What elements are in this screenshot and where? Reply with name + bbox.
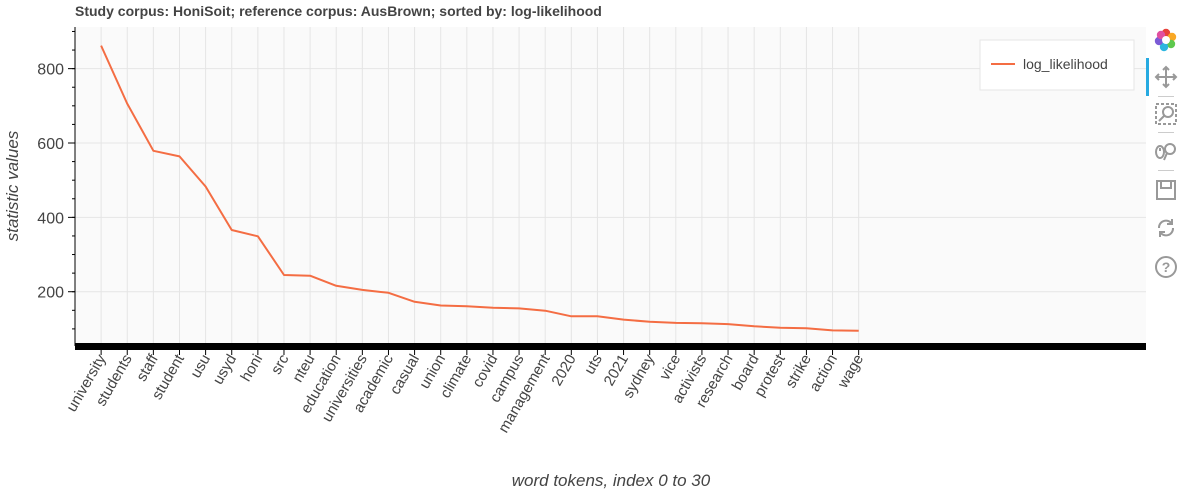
toolbar-separator bbox=[1158, 132, 1174, 133]
axes bbox=[68, 27, 1146, 355]
active-tool-indicator bbox=[1146, 58, 1149, 96]
y-tick-label: 800 bbox=[37, 62, 64, 79]
x-tick-label: src bbox=[268, 351, 293, 377]
x-tick-label: wage bbox=[834, 352, 867, 392]
pan-icon[interactable] bbox=[1152, 63, 1180, 91]
plot-background bbox=[75, 27, 1146, 346]
x-axis-label: word tokens, index 0 to 30 bbox=[512, 471, 711, 490]
bokeh-logo-icon[interactable] bbox=[1152, 26, 1180, 54]
x-tick-label: usyd bbox=[210, 352, 241, 388]
series-line-log_likelihood bbox=[100, 45, 859, 332]
box-zoom-icon[interactable] bbox=[1152, 100, 1180, 128]
toolbar: ? bbox=[1146, 24, 1184, 294]
y-tick-label: 600 bbox=[37, 136, 64, 153]
svg-text:?: ? bbox=[1162, 259, 1171, 275]
y-tick-label: 200 bbox=[37, 285, 64, 302]
x-tick-label: action bbox=[806, 352, 841, 395]
toolbar-separator bbox=[1158, 96, 1174, 97]
y-axis-label: statistic values bbox=[3, 130, 22, 241]
wheel-zoom-icon[interactable] bbox=[1152, 137, 1180, 165]
help-icon[interactable]: ? bbox=[1152, 253, 1180, 281]
chart-title: Study corpus: HoniSoit; reference corpus… bbox=[75, 3, 602, 19]
series-lines bbox=[100, 45, 859, 332]
toolbar-separator bbox=[1158, 170, 1174, 171]
reset-icon[interactable] bbox=[1152, 214, 1180, 242]
legend-label: log_likelihood bbox=[1023, 56, 1108, 72]
x-tick-label: 2020 bbox=[548, 352, 579, 389]
grid-lines bbox=[75, 27, 1146, 346]
y-tick-label: 400 bbox=[37, 210, 64, 227]
x-tick-label: honi bbox=[237, 352, 266, 385]
x-axis-line bbox=[75, 343, 1146, 350]
x-tick-label: uts bbox=[581, 352, 606, 378]
legend: log_likelihood bbox=[979, 39, 1135, 91]
save-icon[interactable] bbox=[1152, 176, 1180, 204]
